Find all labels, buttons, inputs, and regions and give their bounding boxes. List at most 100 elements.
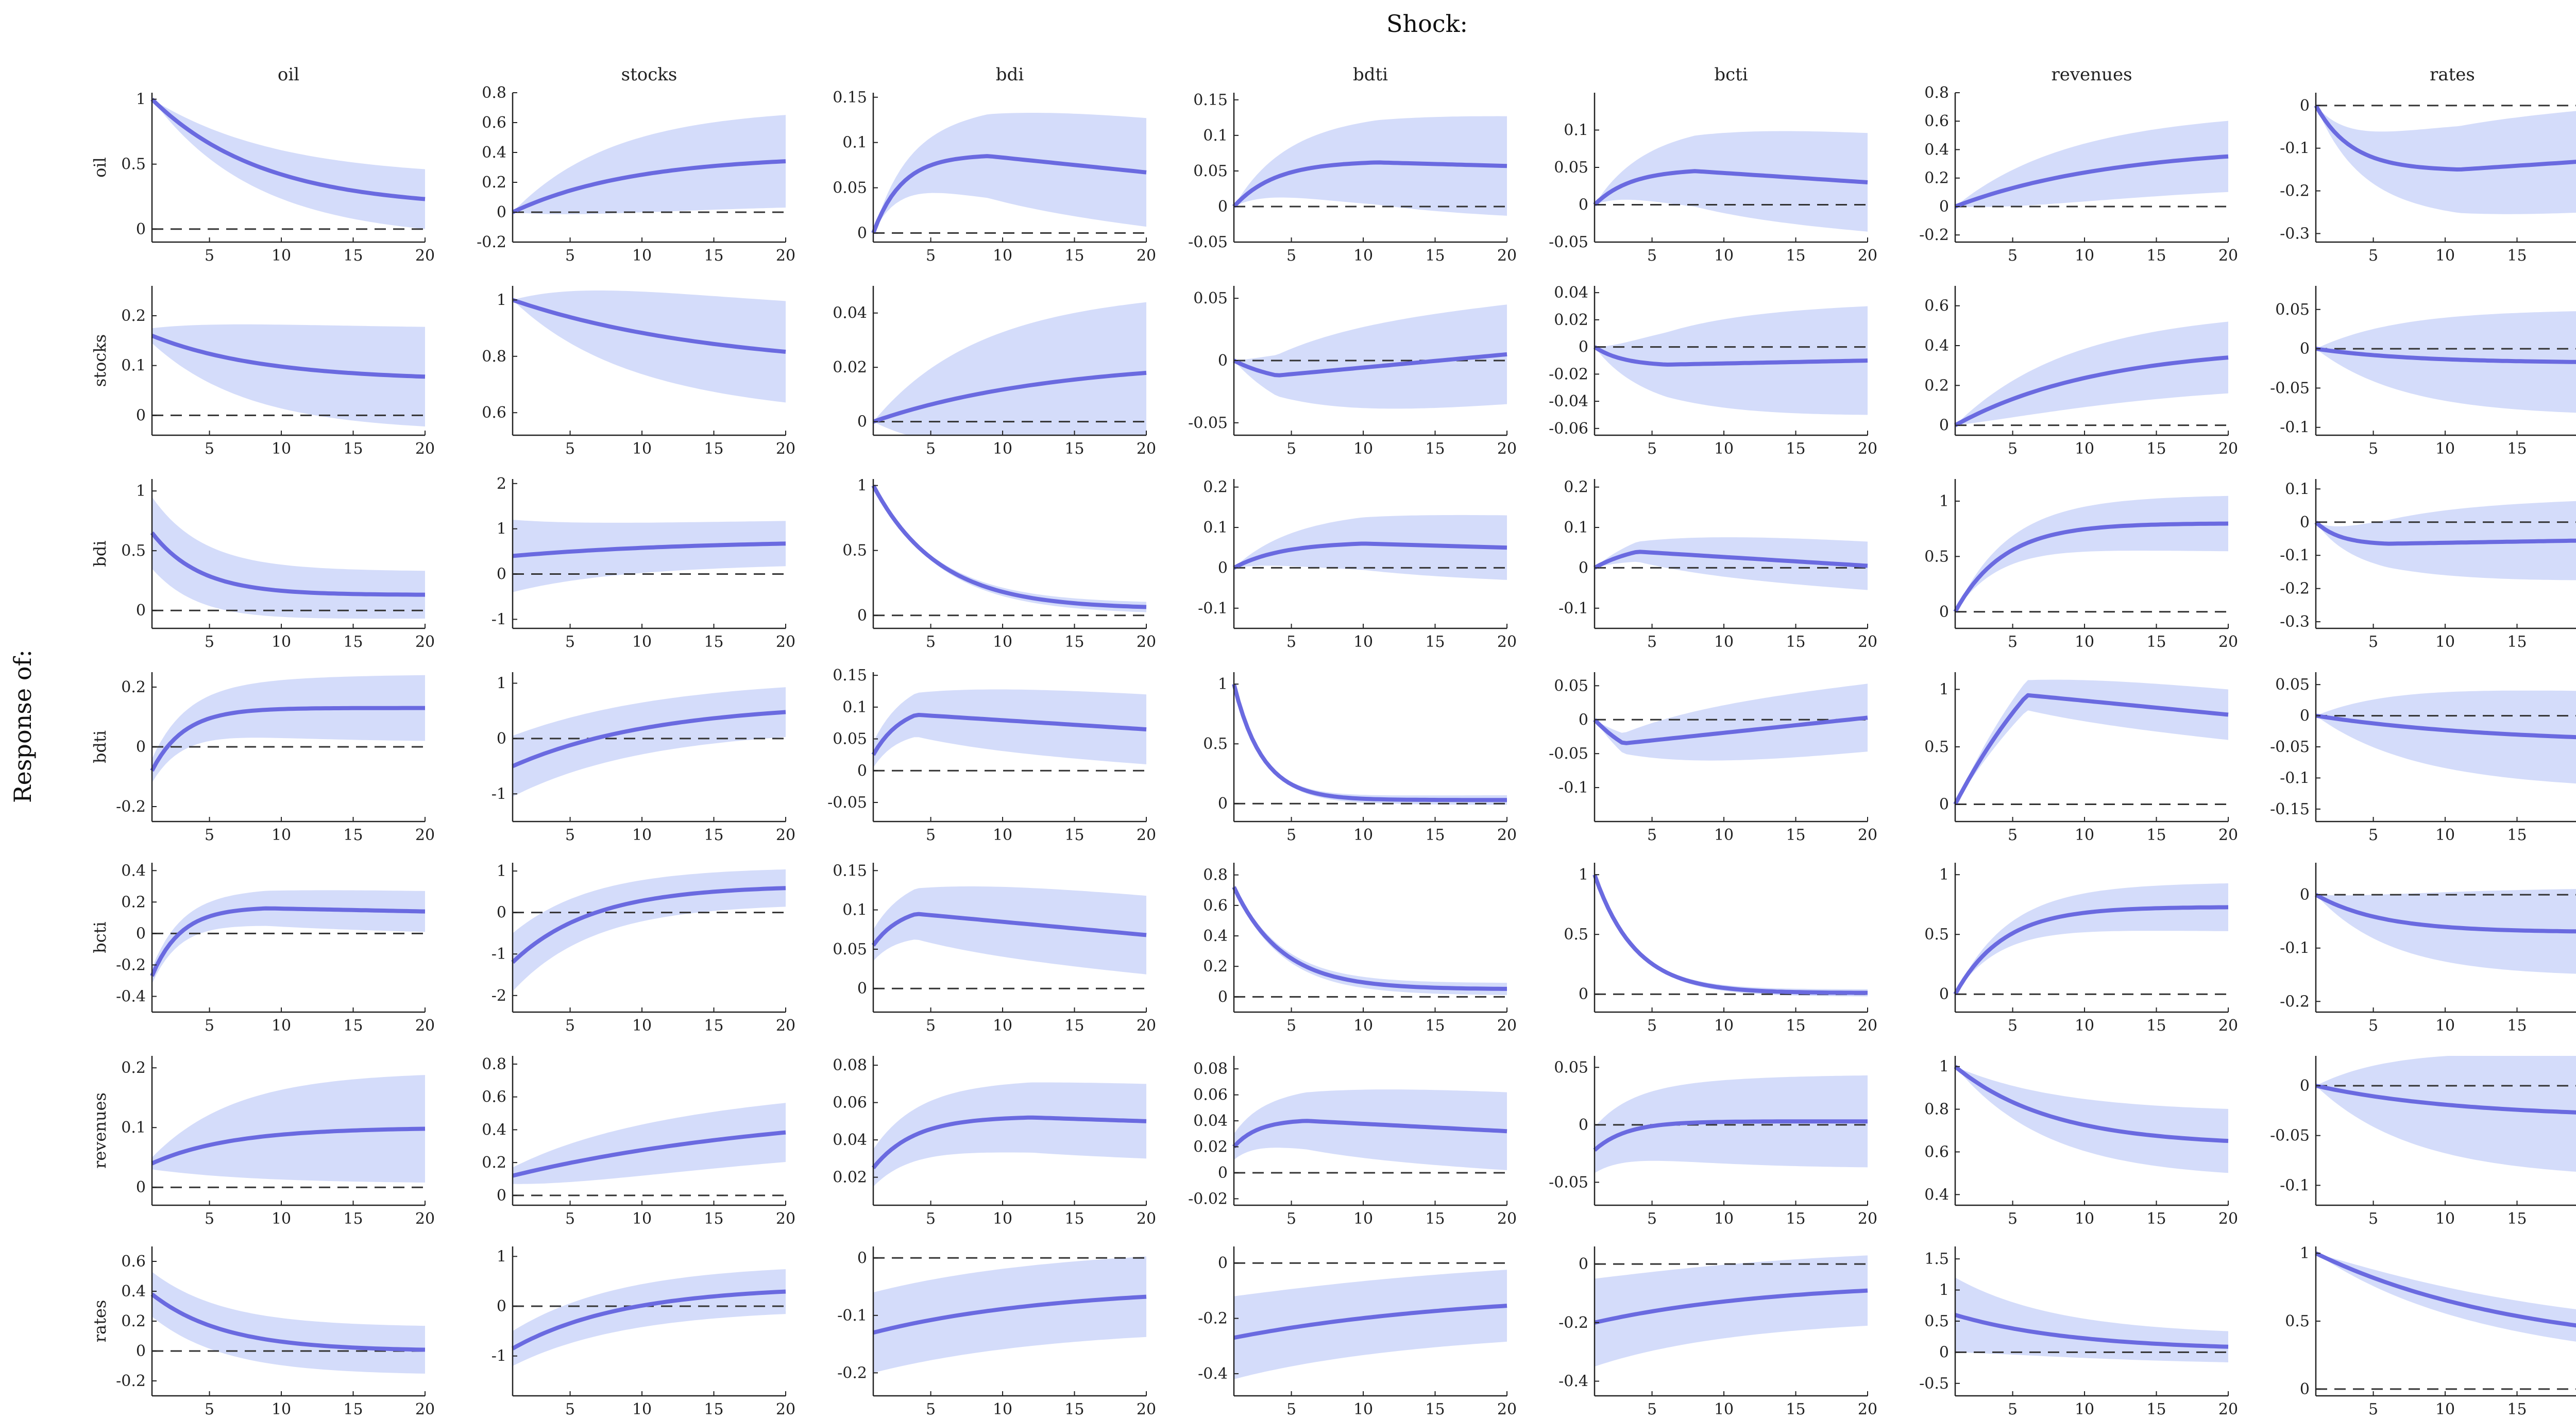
y-tick-label: 0.5 <box>121 542 146 560</box>
y-tick-label: 0.15 <box>1193 91 1228 109</box>
panel-stocks-to-stocks: 0.60.815 10 15 20 <box>482 286 795 458</box>
x-tick-label: 5 <box>926 440 936 458</box>
y-tick-label: -0.3 <box>2280 225 2310 243</box>
y-tick-label: 0.2 <box>482 1154 506 1172</box>
row-title-rates: rates <box>90 1300 110 1343</box>
y-tick-label: 0.5 <box>1203 735 1228 753</box>
confidence-band <box>513 687 786 797</box>
y-tick-label: -0.1 <box>1558 600 1588 618</box>
x-tick-label: 5 <box>565 1210 575 1228</box>
panel-rates-to-oil: -0.2 0 0.2 0.4 0.6 5 10 15 20 rates <box>90 1246 435 1418</box>
x-tick-label: 20 <box>1497 826 1517 844</box>
x-tick-label: 10 <box>993 1400 1012 1418</box>
y-tick-label: 1 <box>136 91 146 109</box>
x-tick-label: 10 <box>2075 247 2094 265</box>
confidence-band <box>152 890 425 984</box>
panel-bcti-to-revenues: 00.515 10 15 20 <box>1924 863 2238 1035</box>
column-title-bdti: bdti <box>1353 64 1388 85</box>
x-tick-label: 15 <box>2146 1400 2166 1418</box>
x-tick-label: 15 <box>1425 1210 1445 1228</box>
y-tick-label: 0.5 <box>1924 926 1949 944</box>
y-tick-label: -0.2 <box>1198 1310 1228 1328</box>
x-tick-label: 10 <box>993 247 1012 265</box>
x-tick-label: 10 <box>993 826 1012 844</box>
y-tick-label: 0.2 <box>1203 958 1228 976</box>
x-tick-label: 10 <box>1714 826 1734 844</box>
y-tick-label: 0.8 <box>1924 1101 1949 1119</box>
x-tick-label: 15 <box>704 633 723 651</box>
x-tick-label: 15 <box>704 1017 723 1035</box>
response-line <box>871 912 1147 947</box>
x-tick-label: 15 <box>2507 440 2527 458</box>
confidence-band <box>1955 1277 2228 1362</box>
x-tick-label: 5 <box>1286 1400 1296 1418</box>
x-tick-label: 20 <box>1858 1210 1877 1228</box>
confidence-band <box>873 1256 1146 1373</box>
y-tick-label: 0.04 <box>1554 284 1588 302</box>
x-tick-label: 20 <box>1497 1210 1517 1228</box>
y-tick-label: 0.05 <box>2275 301 2310 319</box>
x-tick-label: 10 <box>272 1400 291 1418</box>
y-tick-label: 0 <box>2300 1077 2310 1095</box>
response-line <box>511 886 786 964</box>
x-tick-label: 5 <box>565 440 575 458</box>
x-tick-label: 15 <box>343 440 363 458</box>
confidence-band <box>1595 537 1868 590</box>
confidence-band <box>1234 1270 1507 1379</box>
x-tick-label: 15 <box>2146 440 2166 458</box>
column-title-oil: oil <box>278 64 299 85</box>
y-tick-label: 0.2 <box>121 1059 146 1077</box>
y-tick-label: 0.5 <box>121 156 146 174</box>
y-tick-label: 0 <box>136 602 146 620</box>
x-tick-label: 5 <box>2008 1400 2018 1418</box>
response-line <box>512 1130 786 1178</box>
x-tick-label: 15 <box>1064 1210 1084 1228</box>
y-tick-label: 0 <box>2300 707 2310 725</box>
confidence-band <box>2316 1056 2576 1172</box>
panel-oil-to-bdti: -0.05 0 0.05 0.1 0.15 5 10 15 20 <box>1188 91 1517 265</box>
x-tick-label: 20 <box>1497 1017 1517 1035</box>
y-tick-label: 0 <box>1939 796 1949 814</box>
y-tick-label: -0.2 <box>2280 580 2310 598</box>
response-line <box>1232 160 1507 208</box>
x-tick-label: 15 <box>1425 247 1445 265</box>
x-tick-label: 5 <box>926 826 936 844</box>
x-tick-label: 10 <box>1353 440 1373 458</box>
x-tick-label: 20 <box>1497 440 1517 458</box>
x-tick-label: 5 <box>565 1400 575 1418</box>
x-tick-label: 15 <box>1786 1210 1805 1228</box>
y-tick-label: 0.1 <box>842 901 867 919</box>
confidence-band <box>1234 515 1507 580</box>
y-tick-label: 0 <box>1939 417 1949 435</box>
x-tick-label: 5 <box>2368 633 2378 651</box>
confidence-band <box>1234 304 1507 409</box>
x-tick-label: 15 <box>1064 1017 1084 1035</box>
row-title-stocks: stocks <box>90 334 110 387</box>
y-tick-label: 0.2 <box>121 1312 146 1330</box>
x-tick-label: 15 <box>2507 1400 2527 1418</box>
x-tick-label: 5 <box>1647 440 1657 458</box>
y-tick-label: 0.4 <box>482 1121 506 1139</box>
y-tick-label: 0.1 <box>1564 122 1588 140</box>
x-tick-label: 15 <box>2507 247 2527 265</box>
y-tick-label: 0 <box>1579 338 1588 356</box>
confidence-band <box>2316 311 2576 413</box>
panel-rates-to-bdti: -0.4 -0.2 0 5 10 15 20 <box>1198 1246 1517 1418</box>
x-tick-label: 10 <box>993 1017 1012 1035</box>
y-tick-label: -0.15 <box>2270 800 2310 818</box>
y-tick-label: 0.1 <box>1203 519 1228 537</box>
confidence-band <box>873 113 1146 233</box>
x-tick-label: 10 <box>2435 247 2455 265</box>
response-line <box>1593 715 1868 745</box>
x-tick-label: 20 <box>1137 247 1156 265</box>
x-tick-label: 15 <box>1786 440 1805 458</box>
response-line <box>151 1126 426 1166</box>
x-tick-label: 5 <box>1286 247 1296 265</box>
confidence-band <box>2316 105 2576 214</box>
y-tick-label: 0.06 <box>833 1094 867 1112</box>
x-tick-label: 20 <box>415 633 435 651</box>
x-tick-label: 5 <box>2368 1400 2378 1418</box>
confidence-band <box>1234 116 1507 216</box>
y-tick-label: -0.1 <box>1198 600 1228 618</box>
